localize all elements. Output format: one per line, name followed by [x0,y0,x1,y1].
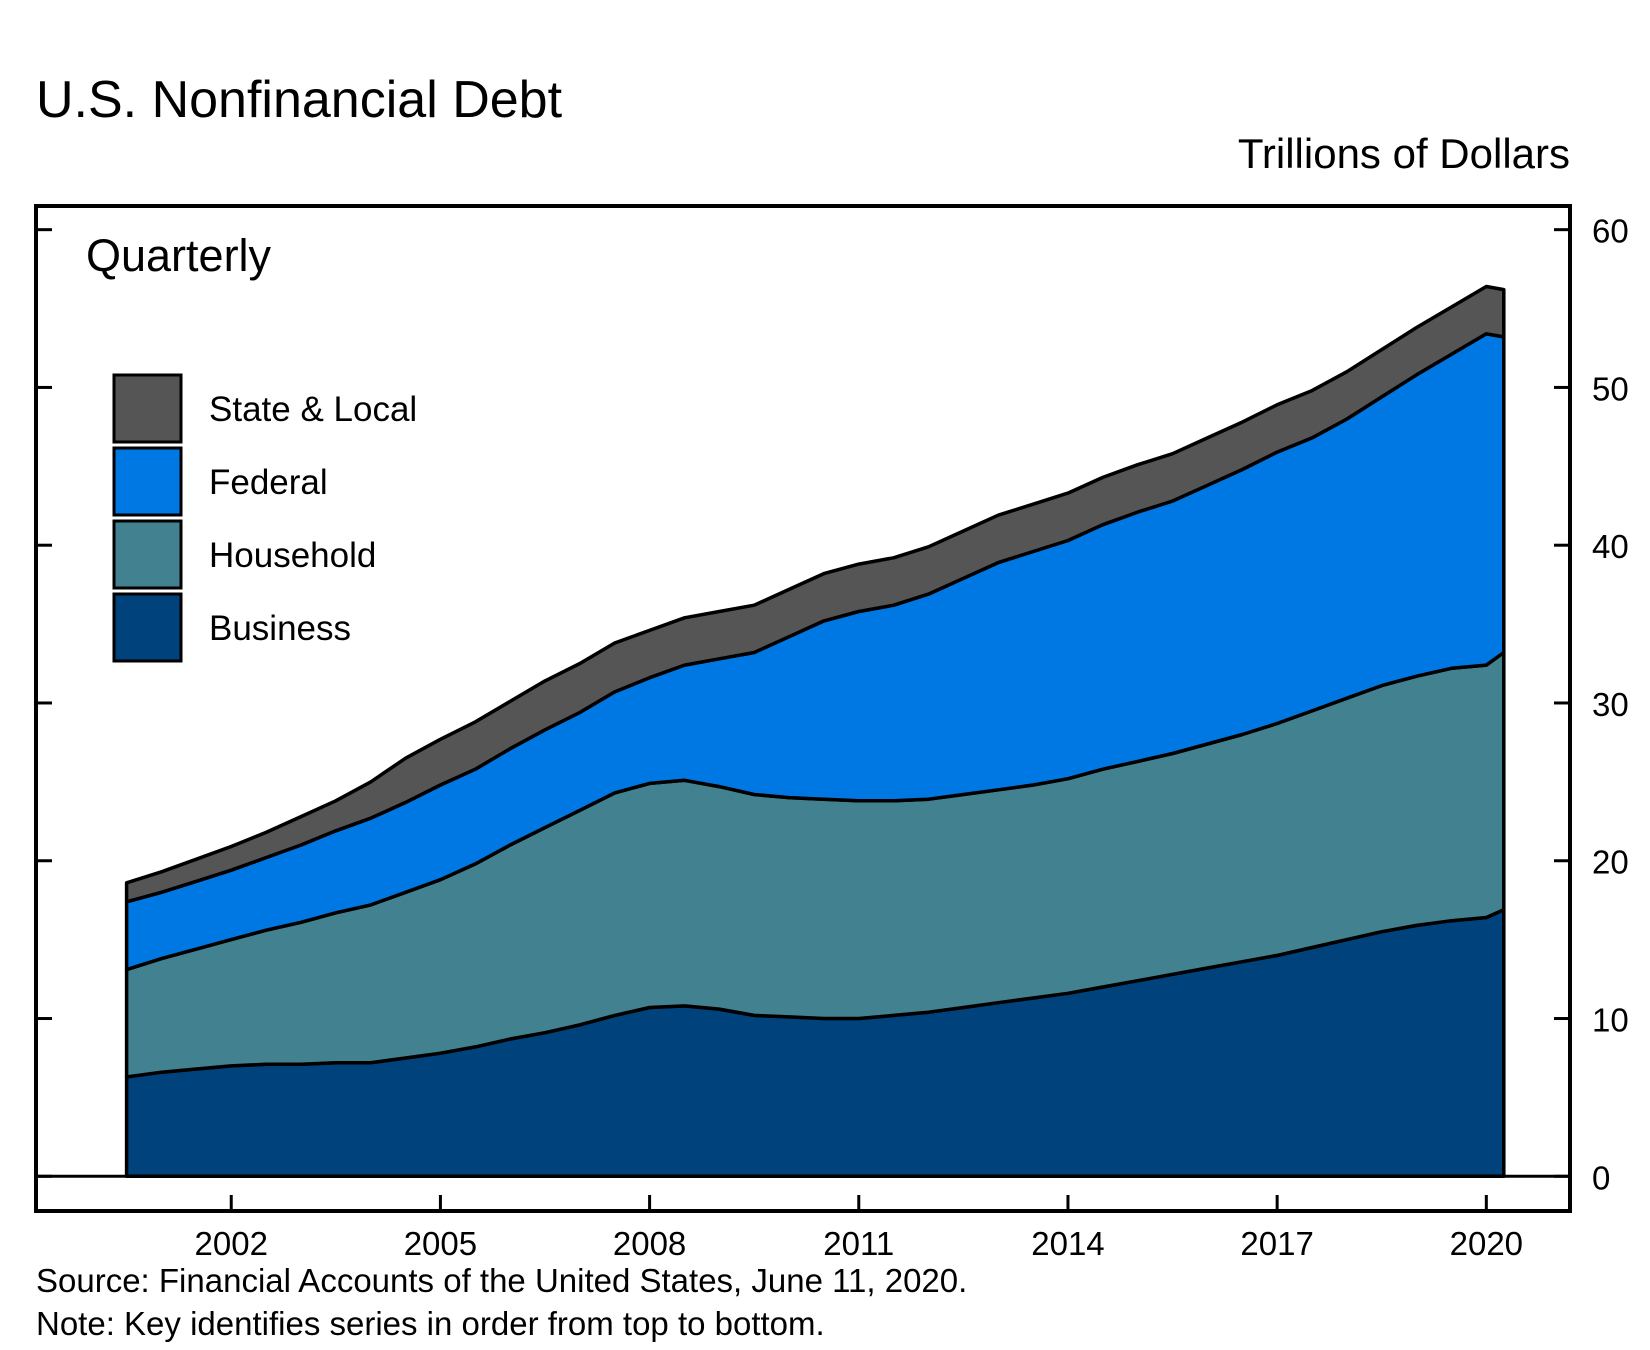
x-tick-label: 2008 [613,1225,686,1262]
x-tick-label: 2017 [1240,1225,1313,1262]
x-tick-label: 2014 [1031,1225,1104,1262]
legend-swatch-federal [112,446,183,517]
legend-label-federal: Federal [209,463,328,502]
x-tick-label: 2020 [1450,1225,1523,1262]
y-tick-label: 30 [1592,686,1629,723]
y-tick-label: 50 [1592,370,1629,407]
key-note: Note: Key identifies series in order fro… [36,1305,825,1342]
y-axis-units-label: Trillions of Dollars [1237,130,1570,177]
y-tick-label: 0 [1592,1159,1610,1196]
frequency-label: Quarterly [86,230,272,281]
legend-label-state-local: State & Local [209,390,417,429]
area-series-group [124,284,1506,1179]
legend-swatch-state-local [112,373,183,444]
x-tick-label: 2002 [195,1225,268,1262]
legend-label-business: Business [209,609,351,648]
legend-swatch-household [112,519,183,590]
y-tick-label: 10 [1592,1002,1629,1039]
plot-frame [34,204,1572,1213]
x-tick-label: 2011 [823,1225,894,1262]
legend: State & Local Federal Household Business [112,373,417,663]
legend-swatch-business [112,592,183,663]
y-tick-label: 20 [1592,844,1629,881]
x-tick-label: 2005 [404,1225,477,1262]
source-note: Source: Financial Accounts of the United… [36,1262,968,1299]
chart-title: U.S. Nonfinancial Debt [36,71,563,129]
y-tick-label: 40 [1592,528,1629,565]
axes-group: 0 10 20 30 40 50 60 2002 2005 2008 2011 2014 2017 202… [36,213,1629,1262]
legend-label-household: Household [209,536,376,575]
y-tick-label: 60 [1592,213,1629,250]
area-state-local [124,284,1506,904]
